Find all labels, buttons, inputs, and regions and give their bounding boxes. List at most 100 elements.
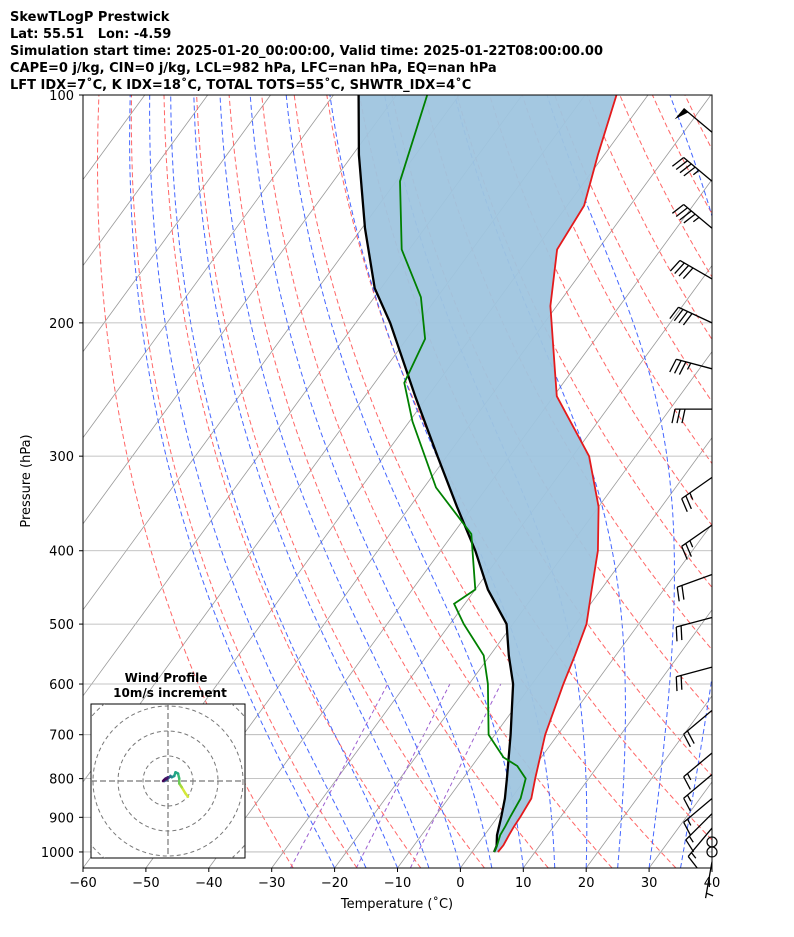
moist-adiabat-line — [249, 95, 493, 868]
barb-shaft — [683, 709, 713, 735]
barb-half — [692, 216, 700, 223]
wind-barb — [671, 156, 713, 182]
cape-shading — [358, 95, 617, 852]
hodograph-inset: Wind Profile 10m/s increment — [90, 671, 246, 859]
mixing-ratio-line — [290, 683, 389, 868]
parcel-line — [357, 95, 515, 853]
barb-full — [678, 361, 687, 375]
barb-shaft — [683, 107, 713, 133]
barb-full — [687, 856, 698, 869]
barb-full — [679, 210, 692, 221]
isotherm-line — [460, 523, 712, 868]
wind-barb — [669, 358, 713, 375]
dry-adiabat-line — [163, 95, 422, 868]
y-axis-label: Pressure (hPa) — [19, 434, 34, 527]
barb-shaft — [683, 204, 713, 229]
dewpoint-line — [399, 95, 527, 853]
isotherm-line — [522, 609, 712, 868]
barb-shaft — [685, 813, 713, 841]
dry-adiabat-line — [456, 95, 712, 589]
dry-adiabat-line — [391, 95, 712, 714]
isotherm-line — [585, 695, 712, 868]
barb-shaft — [683, 752, 713, 778]
barb-half — [686, 818, 692, 826]
hodograph-subtitle: 10m/s increment — [113, 686, 227, 700]
moist-adiabat-line — [219, 95, 461, 868]
wind-barb — [674, 107, 713, 133]
y-tick-label: 800 — [49, 773, 74, 788]
barb-full — [683, 733, 691, 748]
time-line: Simulation start time: 2025-01-20_00:00:… — [10, 44, 603, 59]
isotherm-line — [334, 350, 712, 868]
barb-shaft — [683, 773, 713, 799]
barb-full — [675, 626, 678, 642]
mixing-ratio-line — [355, 683, 451, 868]
dry-adiabat-line — [293, 95, 677, 868]
x-tick-label: −50 — [132, 876, 159, 891]
dry-adiabat-line — [196, 95, 485, 868]
barb-full — [678, 311, 689, 324]
dry-adiabat-line — [326, 95, 712, 841]
wind-barb — [681, 476, 713, 513]
barb-full — [681, 585, 685, 600]
hodograph-title: Wind Profile — [125, 671, 208, 685]
wind-barb — [681, 524, 713, 560]
barb-full — [683, 166, 696, 177]
dry-adiabat-line — [718, 95, 794, 868]
barb-shaft — [676, 616, 713, 628]
barb-half — [686, 362, 692, 370]
isotherm-line — [83, 95, 271, 353]
y-tick-label: 300 — [49, 450, 74, 465]
dry-adiabat-line — [261, 95, 613, 868]
y-tick-label: 500 — [49, 618, 74, 633]
barb-shaft — [681, 476, 713, 500]
barb-shaft — [683, 798, 713, 823]
barb-full — [676, 408, 681, 424]
y-tick-label: 100 — [49, 89, 74, 104]
x-tick-label: 40 — [704, 876, 721, 891]
barb-shaft — [676, 666, 713, 678]
dry-adiabat-line — [96, 95, 294, 868]
mixing-ratio-line — [409, 683, 502, 868]
barb-full — [682, 313, 693, 326]
wind-barb — [671, 408, 712, 424]
x-tick-label: 30 — [641, 876, 658, 891]
dry-adiabat-line — [651, 95, 712, 215]
dry-adiabat-line — [489, 95, 712, 527]
barb-full — [680, 675, 683, 690]
barb-full — [685, 543, 692, 557]
barb-full — [681, 546, 688, 560]
barb-full — [676, 587, 680, 602]
barb-full — [681, 498, 688, 513]
barb-shaft — [687, 827, 713, 857]
barb-full — [675, 207, 688, 218]
barb-half — [706, 892, 714, 897]
barb-full — [671, 408, 676, 424]
barb-full — [685, 495, 692, 510]
isotherm-line — [0, 95, 82, 868]
barb-shaft — [679, 259, 713, 280]
mixing-ratio-lines — [290, 683, 502, 868]
x-axis-ticks: −60 −50 −40 −30 −20 −10 0 10 20 30 40 — [69, 868, 720, 891]
x-tick-label: 0 — [456, 876, 464, 891]
temperature-line — [497, 95, 618, 853]
isotherm-line — [83, 95, 334, 439]
moist-adiabat-line — [711, 865, 712, 868]
x-tick-label: −40 — [195, 876, 222, 891]
cape-line: CAPE=0 j/kg, CIN=0 j/kg, LCL=982 hPa, LF… — [10, 61, 497, 76]
wind-barb — [675, 666, 713, 692]
dry-adiabat-line — [750, 95, 794, 868]
profile-lines — [357, 95, 618, 853]
barb-full — [669, 260, 681, 272]
barb-half — [686, 794, 692, 802]
wind-barb — [683, 709, 713, 748]
cape-shading-area — [358, 95, 617, 852]
x-tick-label: −30 — [258, 876, 285, 891]
isotherm-line — [83, 95, 397, 525]
y-tick-label: 200 — [49, 317, 74, 332]
barb-shaft — [677, 573, 713, 588]
dry-adiabat-line — [684, 95, 712, 151]
wind-barb — [675, 616, 713, 642]
barb-full — [678, 265, 690, 277]
y-tick-label: 600 — [49, 678, 74, 693]
